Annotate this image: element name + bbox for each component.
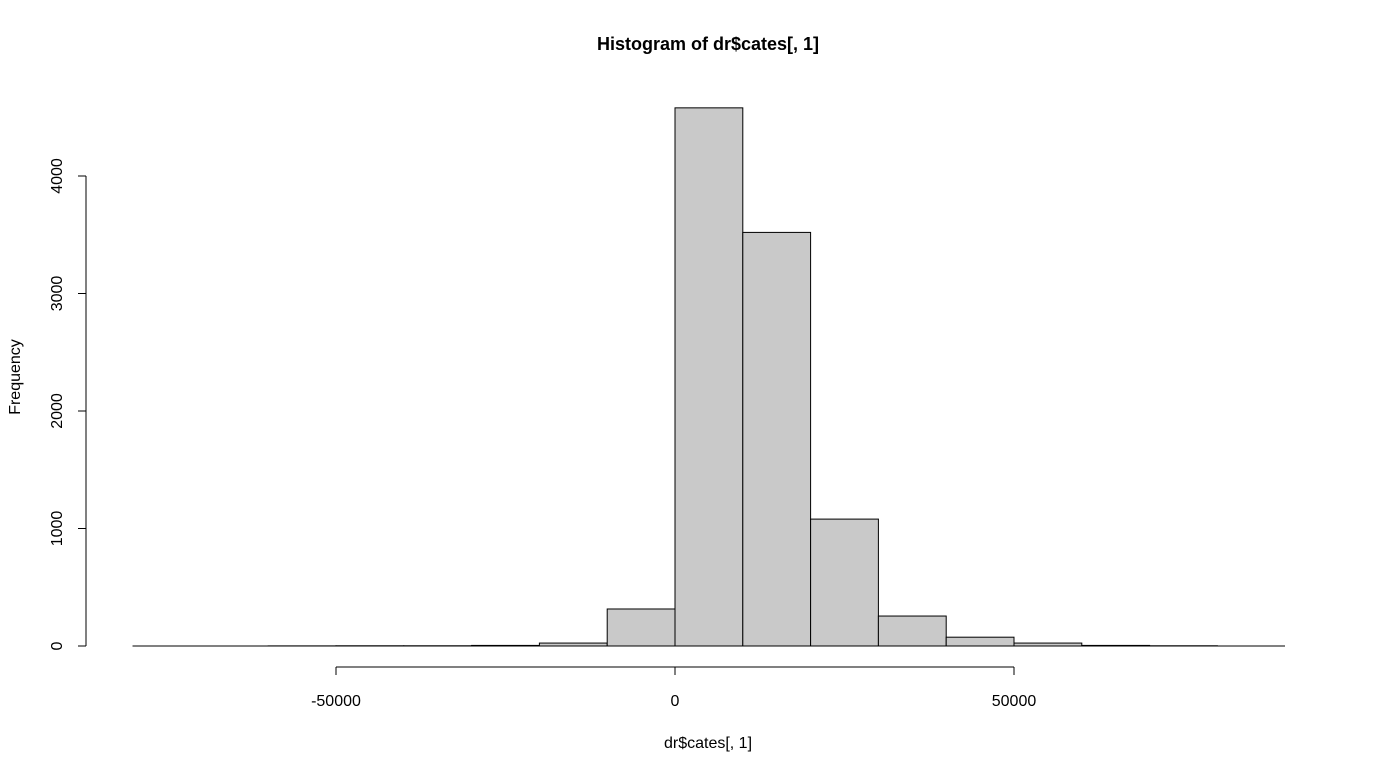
histogram-bar — [877, 615, 947, 647]
y-tick-label: 1000 — [49, 511, 66, 547]
histogram-bars — [132, 107, 1285, 647]
x-tick-label: 50000 — [992, 693, 1037, 710]
y-tick-label: 4000 — [49, 158, 66, 194]
y-tick-label: 3000 — [49, 276, 66, 312]
x-axis: -50000 0 50000 — [311, 666, 1037, 710]
chart-title: Histogram of dr$cates[, 1] — [597, 34, 819, 54]
histogram-bar — [606, 608, 676, 647]
histogram-bar — [810, 518, 879, 647]
histogram-bar — [945, 636, 1015, 647]
y-tick-label: 2000 — [49, 393, 66, 429]
x-axis-label: dr$cates[, 1] — [664, 735, 752, 752]
x-tick-label: -50000 — [311, 693, 361, 710]
y-tick-label: 0 — [49, 641, 66, 650]
histogram-bar — [742, 231, 812, 647]
x-tick-label: 0 — [671, 693, 680, 710]
y-axis: 0 1000 2000 3000 4000 — [49, 158, 87, 650]
y-axis-label: Frequency — [7, 339, 24, 415]
histogram-bar — [674, 107, 744, 647]
